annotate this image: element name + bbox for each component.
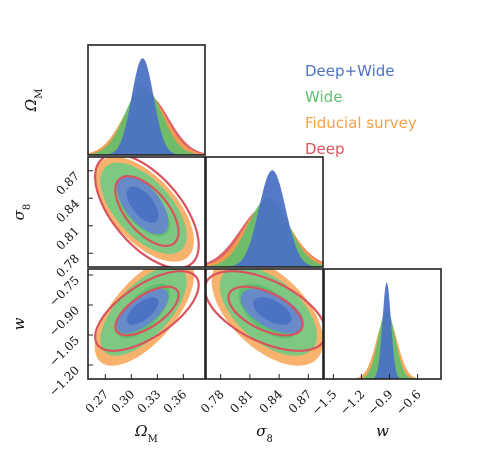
panel-frame bbox=[87, 156, 206, 268]
panel-frame bbox=[87, 44, 206, 156]
x-tick-label: −1.2 bbox=[337, 387, 368, 418]
y-tick-label: 0.78 bbox=[53, 251, 82, 280]
marginal-s8 bbox=[206, 170, 323, 267]
contour-deep-2sigma bbox=[94, 270, 200, 352]
panel-om-s8 bbox=[93, 157, 200, 267]
x-tick-label: 0.81 bbox=[227, 387, 256, 416]
marginal-s8-deep-wide bbox=[206, 170, 323, 267]
y-tick-label: −1.05 bbox=[46, 333, 82, 369]
x-axis-label-w: w bbox=[376, 422, 389, 440]
x-tick-label: 0.33 bbox=[135, 387, 164, 416]
legend-entry-deep: Deep bbox=[305, 140, 345, 158]
contour-deep-wide-1sigma bbox=[126, 186, 159, 223]
contour-deep-wide-1sigma bbox=[126, 297, 159, 325]
marginal-om-deep-wide bbox=[88, 58, 205, 155]
x-tick-label: −0.9 bbox=[365, 387, 396, 418]
y-tick-label: 0.84 bbox=[53, 196, 82, 225]
contour-deep-wide-1sigma bbox=[253, 297, 292, 325]
contour-deep-2sigma bbox=[93, 157, 200, 267]
x-axis-label-omega-m: ΩM bbox=[134, 422, 158, 445]
panel-om-w bbox=[94, 269, 200, 366]
y-axis-label-omega-m: ΩM bbox=[22, 89, 45, 113]
y-axis-label-w: w bbox=[10, 317, 28, 330]
x-tick-label: 0.27 bbox=[83, 387, 112, 416]
marginal-om bbox=[88, 58, 205, 155]
x-tick-label: −0.6 bbox=[393, 387, 424, 418]
y-tick-label: −1.20 bbox=[46, 363, 82, 399]
x-tick-label: 0.36 bbox=[161, 387, 190, 416]
contour-deep-2sigma bbox=[206, 270, 323, 352]
panel-frame bbox=[205, 156, 324, 268]
y-axis-label-sigma8: σ8 bbox=[10, 204, 33, 221]
y-tick-label: −0.90 bbox=[46, 303, 82, 339]
x-tick-label: 0.30 bbox=[109, 387, 138, 416]
x-tick-label: −1.5 bbox=[309, 387, 340, 418]
x-axis-label-sigma8: σ8 bbox=[256, 422, 273, 445]
marginal-w-deep-wide bbox=[324, 282, 441, 379]
x-tick-label: 0.84 bbox=[256, 387, 285, 416]
panel-frame bbox=[205, 268, 324, 380]
x-tick-label: 0.78 bbox=[198, 387, 227, 416]
marginal-w bbox=[324, 282, 441, 379]
x-tick-label: 0.87 bbox=[286, 387, 315, 416]
contour-deep-1sigma bbox=[227, 285, 304, 337]
panel-frame bbox=[87, 268, 206, 380]
legend-entry-fiducial-survey: Fiducial survey bbox=[305, 114, 417, 132]
contour-deep-1sigma bbox=[114, 285, 180, 337]
y-tick-label: 0.81 bbox=[53, 224, 82, 253]
legend-entry-deep-wide: Deep+Wide bbox=[305, 62, 395, 80]
panel-frame bbox=[323, 268, 442, 380]
legend-entry-wide: Wide bbox=[305, 88, 342, 106]
y-tick-label: 0.87 bbox=[53, 169, 82, 198]
panel-s8-w bbox=[206, 269, 323, 366]
contour-deep-1sigma bbox=[114, 175, 180, 247]
